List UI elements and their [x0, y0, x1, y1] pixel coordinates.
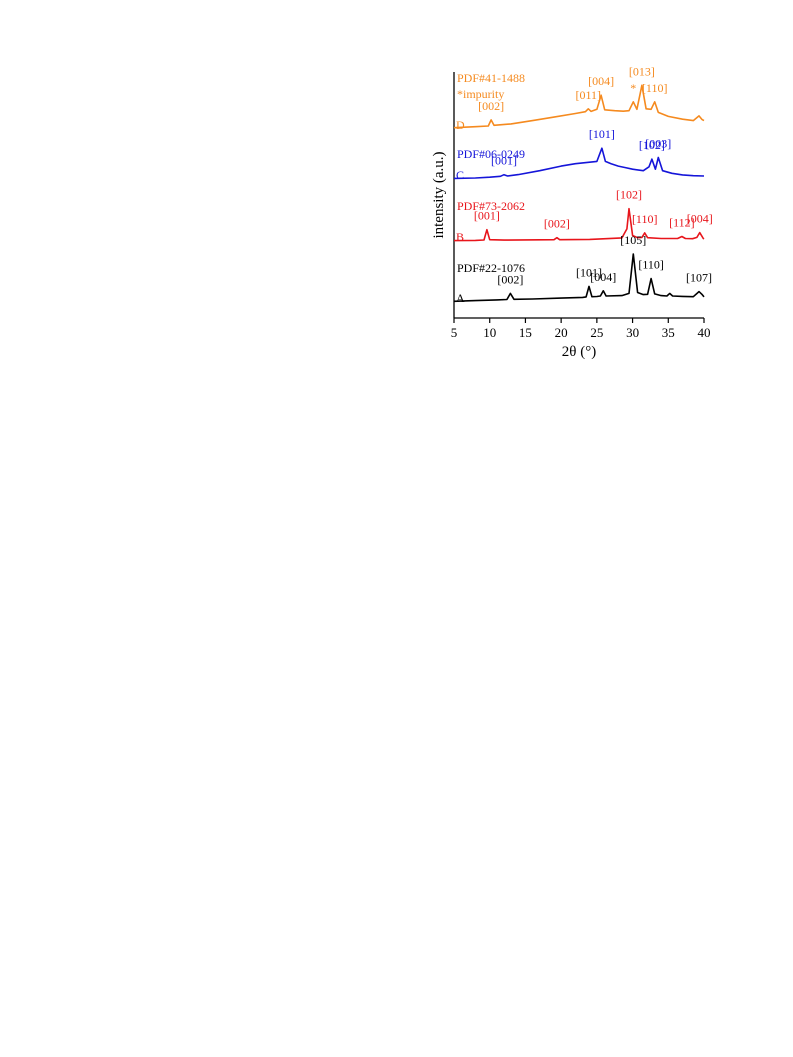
series-letter-b: B	[456, 230, 464, 244]
y-axis-title: intensity (a.u.)	[431, 151, 447, 238]
series-line-c	[453, 147, 705, 180]
annotation-layer: *impurity[002] [101][004][105][110][107][…	[457, 64, 713, 286]
peak-label-b: [004]	[687, 212, 713, 226]
impurity-note: *impurity	[457, 87, 504, 101]
series-line-b	[453, 207, 705, 242]
x-axis-title: 2θ (°)	[562, 344, 596, 360]
series-letter-a: A	[456, 291, 465, 305]
peak-label-b: [110]	[632, 212, 658, 226]
peak-label-b: [102]	[616, 188, 642, 202]
peak-label-d: *	[630, 81, 636, 95]
x-tick-label: 20	[555, 325, 568, 340]
peak-label-b: [002]	[544, 217, 570, 231]
x-tick-label: 5	[451, 325, 458, 340]
series-line-d	[453, 84, 705, 129]
peak-label-d: [002]	[478, 99, 504, 113]
peak-label-a: [004]	[590, 270, 616, 284]
peak-label-c: [102]	[639, 138, 665, 152]
peak-label-a: [110]	[638, 258, 664, 272]
pdf-card-label-d: PDF#41-1488	[457, 71, 525, 85]
pdf-card-label-c: PDF#06-0249	[457, 147, 525, 161]
pdf-card-label-a: PDF#22-1076	[457, 261, 525, 275]
x-tick-label: 25	[590, 325, 603, 340]
series-letter-c: C	[456, 168, 464, 182]
peak-label-b: [001]	[474, 209, 500, 223]
peak-label-d: [004]	[588, 74, 614, 88]
peak-label-c: [003]	[645, 137, 671, 151]
x-axis-ticks: 5 10 15 20 25 30 35 40	[451, 318, 711, 340]
peak-label-d: [013]	[629, 64, 655, 78]
x-tick-label: 40	[698, 325, 711, 340]
pdf-card-label-b: PDF#73-2062	[457, 199, 525, 213]
x-tick-label: 30	[626, 325, 639, 340]
x-tick-label: 10	[483, 325, 496, 340]
series-line-a	[453, 253, 705, 303]
peak-label-a: [105]	[620, 233, 646, 247]
series-letter-d: D	[456, 118, 465, 132]
x-tick-label: 15	[519, 325, 532, 340]
peak-label-a: [002]	[497, 272, 523, 286]
series-layer: A PDF#22-1076 B PDF#73-2062 C PDF#06-0249 D PDF…	[453, 71, 705, 305]
peak-label-c: [101]	[589, 127, 615, 141]
plot-frame	[453, 72, 704, 319]
peak-label-c: [001]	[491, 154, 517, 168]
peak-label-a: [107]	[686, 271, 712, 285]
peak-label-a: [101]	[576, 265, 602, 279]
peak-label-d: [011]	[576, 88, 602, 102]
peak-label-b: [112]	[669, 215, 695, 229]
peak-label-d: [110]	[642, 81, 668, 95]
x-tick-label: 35	[662, 325, 675, 340]
